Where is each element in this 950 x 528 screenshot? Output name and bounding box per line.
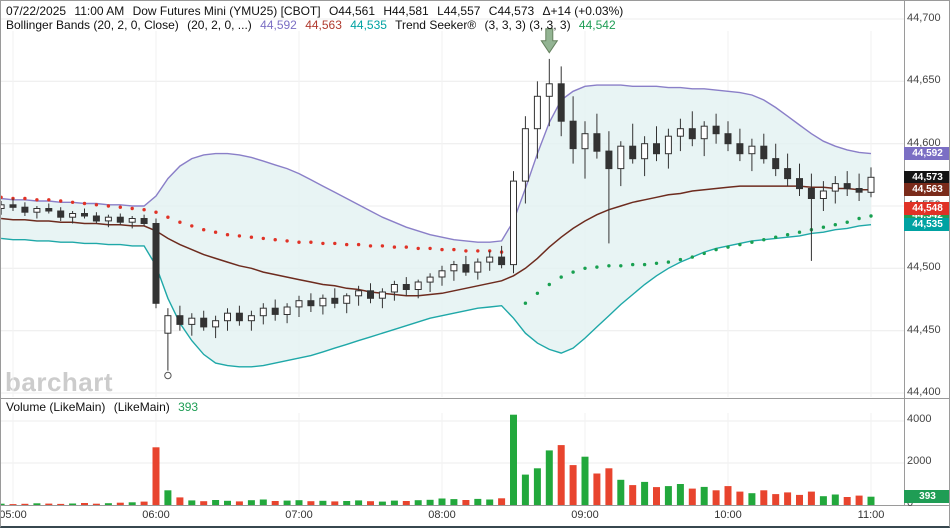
volume-badge: 393 bbox=[904, 490, 949, 504]
price-badge: 44,535 bbox=[904, 218, 949, 232]
price-tick-label: 44,500 bbox=[907, 261, 941, 274]
bollinger-params: (20, 2, 0, ...) bbox=[187, 18, 252, 32]
bollinger-lower-value: 44,535 bbox=[350, 18, 387, 32]
time-tick-label: 06:00 bbox=[142, 509, 170, 521]
time-tick-label: 07:00 bbox=[285, 509, 313, 521]
quote-open: O44,561 bbox=[328, 4, 375, 18]
volume-tick-label: 2000 bbox=[907, 455, 932, 467]
price-badge: 44,573 bbox=[904, 170, 949, 184]
volume-params: (LikeMain) bbox=[113, 400, 170, 414]
barchart-watermark: barchart bbox=[5, 367, 114, 397]
time-tick-label: 05:00 bbox=[0, 509, 27, 521]
volume-label[interactable]: Volume (LikeMain) bbox=[6, 400, 106, 414]
indicator-header: Bollinger Bands (20, 2, 0, Close) (20, 2… bbox=[6, 18, 621, 32]
price-badge: 44,592 bbox=[904, 147, 949, 161]
quote-date: 07/22/2025 bbox=[6, 4, 67, 18]
quote-change: Δ+14 (+0.03%) bbox=[542, 4, 624, 18]
volume-tick-label: 4000 bbox=[907, 413, 932, 425]
quote-low: L44,557 bbox=[437, 4, 481, 18]
time-tick-label: 11:00 bbox=[857, 509, 885, 521]
trend-seeker-value: 44,542 bbox=[578, 18, 616, 32]
price-badge: 44,563 bbox=[904, 183, 949, 197]
volume-header: Volume (LikeMain) (LikeMain) 393 bbox=[6, 400, 203, 414]
quote-close: C44,573 bbox=[488, 4, 535, 18]
time-tick-label: 10:00 bbox=[714, 509, 742, 521]
price-tick-label: 44,400 bbox=[907, 386, 941, 398]
quote-time: 11:00 AM bbox=[74, 4, 125, 18]
bollinger-middle-value: 44,563 bbox=[305, 18, 342, 32]
trend-seeker-label[interactable]: Trend Seeker® bbox=[395, 18, 477, 32]
time-tick-label: 08:00 bbox=[428, 509, 456, 521]
quote-header: 07/22/2025 11:00 AM Dow Futures Mini (YM… bbox=[6, 4, 628, 18]
symbol-name: Dow Futures Mini (YMU25) [CBOT] bbox=[132, 4, 321, 18]
price-badge: 44,548 bbox=[904, 201, 949, 215]
price-tick-label: 44,700 bbox=[907, 12, 941, 24]
bollinger-upper-value: 44,592 bbox=[260, 18, 297, 32]
price-tick-label: 44,450 bbox=[907, 323, 941, 336]
price-tick-label: 44,650 bbox=[907, 74, 941, 87]
quote-high: H44,581 bbox=[383, 4, 429, 18]
bollinger-label[interactable]: Bollinger Bands (20, 2, 0, Close) bbox=[6, 18, 179, 32]
time-tick-label: 09:00 bbox=[571, 509, 599, 521]
trend-seeker-params: (3, 3, 3) (3, 3, 3) bbox=[484, 18, 571, 32]
price-tick-label: 44,600 bbox=[907, 136, 941, 149]
volume-value: 393 bbox=[178, 400, 199, 414]
